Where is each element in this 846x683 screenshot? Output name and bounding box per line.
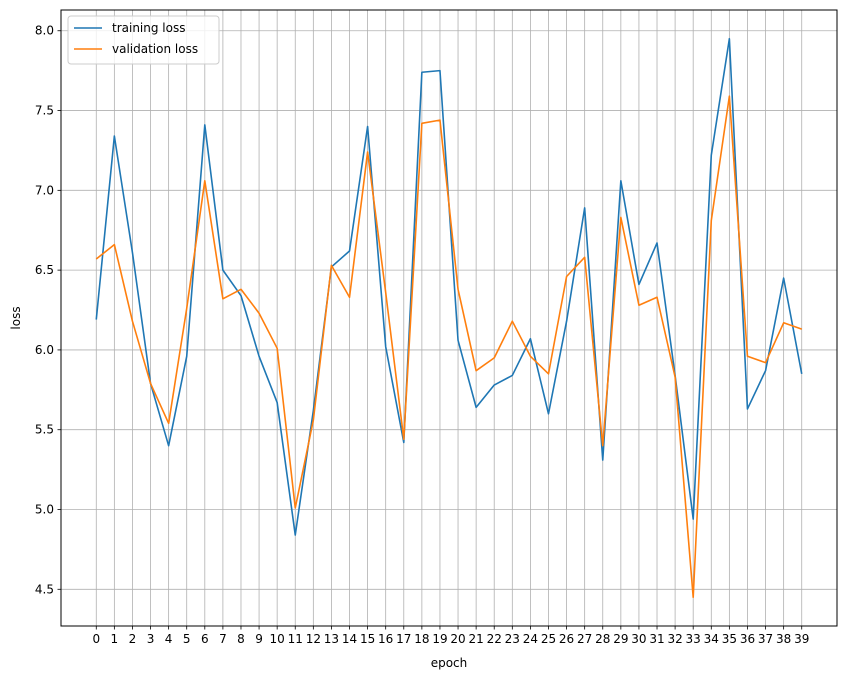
plot-frame [60,9,838,627]
x-tick-label: 39 [794,632,809,646]
x-tick-label: 34 [704,632,719,646]
x-tick-label: 31 [649,632,664,646]
x-tick-label: 23 [505,632,520,646]
x-tick-label: 4 [165,632,173,646]
y-tick-label: 7.0 [35,183,54,197]
x-tick-label: 12 [306,632,321,646]
x-tick-label: 17 [396,632,411,646]
validation-loss-line [95,95,802,599]
x-tick-label: 5 [183,632,191,646]
x-tick-label: 24 [523,632,538,646]
tick-layer: 0 1 2 3 4 5 6 7 8 9 10 11 12 13 14 15 16 17 18 19 20 21 22 23 24… [35,24,809,646]
x-tick-label: 20 [450,632,465,646]
legend-label-training-loss: training loss [112,21,185,35]
x-tick-label: 22 [487,632,502,646]
x-tick-label: 28 [595,632,610,646]
legend: training loss validation loss [67,15,220,65]
x-tick-label: 36 [740,632,755,646]
x-tick-label: 14 [342,632,357,646]
x-tick-label: 0 [92,632,100,646]
y-tick-label: 5.0 [35,503,54,517]
x-tick-label: 7 [219,632,227,646]
x-tick-label: 8 [237,632,245,646]
x-tick-label: 37 [758,632,773,646]
x-tick-label: 9 [255,632,263,646]
x-tick-label: 30 [631,632,646,646]
y-tick-label: 5.5 [35,423,54,437]
y-tick-label: 6.0 [35,343,54,357]
x-tick-label: 27 [577,632,592,646]
x-tick-label: 32 [667,632,682,646]
x-tick-label: 26 [559,632,574,646]
x-tick-label: 13 [324,632,339,646]
series-layer [95,37,803,599]
x-tick-label: 38 [776,632,791,646]
y-tick-label: 6.5 [35,263,54,277]
y-tick-label: 8.0 [35,24,54,38]
y-tick-label: 4.5 [35,582,54,596]
x-tick-label: 6 [201,632,209,646]
legend-label-validation-loss: validation loss [112,42,198,56]
x-tick-label: 18 [414,632,429,646]
x-tick-label: 10 [270,632,285,646]
x-tick-label: 16 [378,632,393,646]
x-tick-label: 35 [722,632,737,646]
x-tick-label: 2 [129,632,137,646]
x-axis-title: epoch [431,656,468,670]
x-tick-label: 19 [432,632,447,646]
x-tick-label: 21 [468,632,483,646]
x-tick-label: 15 [360,632,375,646]
grid-layer [61,10,837,626]
x-tick-label: 3 [147,632,155,646]
y-tick-label: 7.5 [35,104,54,118]
x-tick-label: 33 [686,632,701,646]
y-axis-title: loss [9,306,23,329]
legend-box [67,15,220,65]
x-tick-label: 1 [111,632,119,646]
x-tick-label: 29 [613,632,628,646]
x-tick-label: 11 [288,632,303,646]
x-tick-label: 25 [541,632,556,646]
